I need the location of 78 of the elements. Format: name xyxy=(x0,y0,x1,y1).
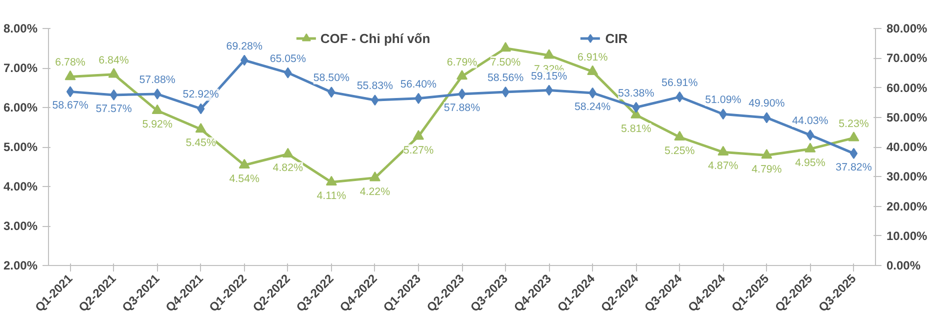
data-label: 5.92% xyxy=(142,118,173,131)
data-label: 58.56% xyxy=(487,72,524,84)
data-label: 51.09% xyxy=(705,94,742,106)
point xyxy=(544,49,555,59)
data-label: 44.03% xyxy=(792,115,829,128)
data-label: 58.24% xyxy=(574,100,612,113)
point xyxy=(153,88,162,100)
data-label: 4.87% xyxy=(708,160,739,172)
data-label: 65.05% xyxy=(270,52,306,65)
data-label: 4.54% xyxy=(229,173,260,186)
y2-tick-label: 70.00% xyxy=(886,51,928,66)
point xyxy=(110,89,118,100)
y2-tick-label: 40.00% xyxy=(886,140,928,154)
point xyxy=(850,148,858,159)
data-label: 6.78% xyxy=(55,56,86,69)
point xyxy=(238,158,250,169)
data-label: 56.91% xyxy=(662,76,698,89)
point xyxy=(66,86,74,98)
y-tick-label: 5.00% xyxy=(3,140,38,154)
point xyxy=(195,122,206,133)
data-label: 5.27% xyxy=(403,144,434,156)
y-tick-label: 3.00% xyxy=(3,219,38,233)
data-label: 4.79% xyxy=(752,163,782,176)
data-label: 57.57% xyxy=(96,102,132,115)
y-tick-label: 6.00% xyxy=(3,100,38,114)
point xyxy=(674,130,686,141)
data-label: 53.38% xyxy=(618,87,655,100)
data-label: 49.90% xyxy=(748,98,786,110)
legend-label: CIR xyxy=(605,30,628,46)
point xyxy=(587,65,598,75)
point xyxy=(762,112,771,124)
y2-tick-label: 80.00% xyxy=(886,22,928,36)
data-label: 7.50% xyxy=(490,56,522,68)
data-label: 4.22% xyxy=(360,186,391,198)
data-label: 5.25% xyxy=(664,145,696,158)
data-label: 4.82% xyxy=(272,162,304,174)
y2-tick-label: 30.00% xyxy=(886,170,928,184)
point xyxy=(412,130,424,140)
point xyxy=(806,130,814,141)
data-label: 58.67% xyxy=(52,100,89,112)
data-label: 4.11% xyxy=(316,190,347,202)
data-label: 5.81% xyxy=(621,123,652,136)
legend-label: COF - Chi phí vốn xyxy=(320,30,430,46)
data-label: 58.50% xyxy=(313,72,350,84)
data-label: 6.79% xyxy=(446,56,478,68)
y-tick-label: 2.00% xyxy=(3,258,38,272)
y2-tick-label: 0.00% xyxy=(886,258,921,272)
data-label: 37.82% xyxy=(836,161,872,174)
data-label: 6.84% xyxy=(98,54,130,66)
y2-tick-label: 10.00% xyxy=(886,228,928,243)
point xyxy=(718,146,729,156)
point xyxy=(64,70,76,80)
data-label: 56.40% xyxy=(400,78,438,90)
y2-tick-label: 20.00% xyxy=(886,199,928,214)
y-tick-label: 8.00% xyxy=(3,22,38,36)
point xyxy=(804,142,816,152)
y2-tick-label: 60.00% xyxy=(886,80,928,95)
point xyxy=(152,104,163,114)
y2-tick-label: 50.00% xyxy=(886,110,928,124)
data-label: 6.91% xyxy=(577,52,608,64)
data-label: 57.88% xyxy=(139,74,176,86)
point xyxy=(369,172,380,182)
data-label: 4.95% xyxy=(795,156,826,169)
data-label: 57.88% xyxy=(444,102,481,114)
data-label: 55.83% xyxy=(356,80,394,92)
point xyxy=(761,149,772,159)
data-label: 5.23% xyxy=(838,118,870,130)
point xyxy=(456,70,468,80)
point xyxy=(848,132,860,142)
y-tick-label: 7.00% xyxy=(3,61,38,75)
data-label: 5.45% xyxy=(186,137,216,150)
data-label: 52.92% xyxy=(182,88,220,101)
data-label: 69.28% xyxy=(226,40,263,52)
point xyxy=(326,176,337,186)
point xyxy=(282,148,294,158)
point xyxy=(108,68,120,78)
y-tick-label: 4.00% xyxy=(3,180,38,194)
point xyxy=(500,42,512,52)
